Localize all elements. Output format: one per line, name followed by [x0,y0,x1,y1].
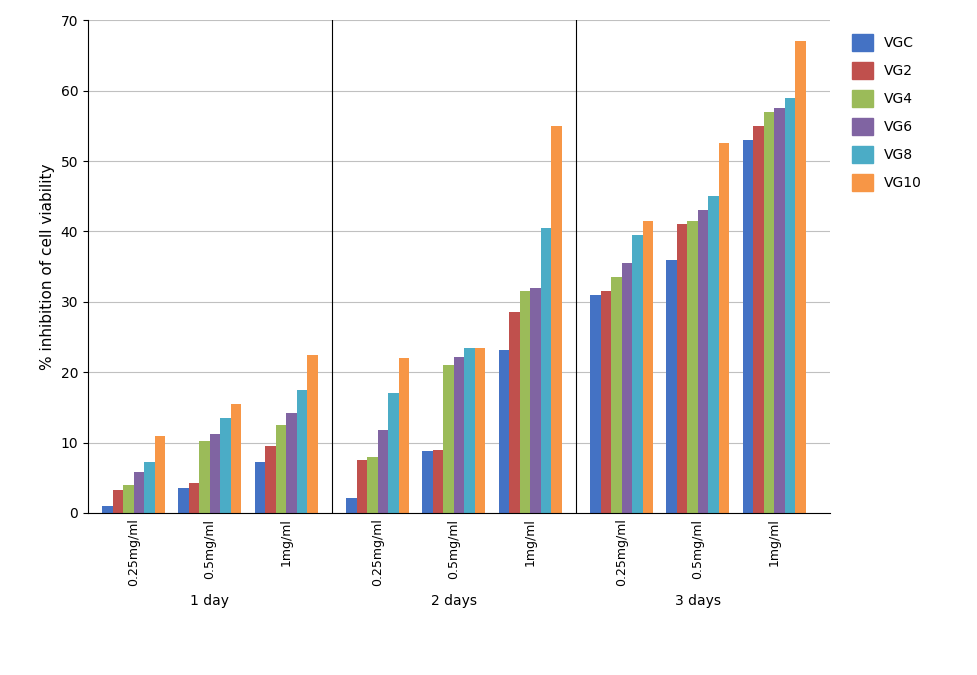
Bar [154,435,165,513]
Bar [422,451,433,513]
Bar [145,462,154,513]
Bar [265,446,276,513]
Bar [189,483,199,513]
Bar [612,277,622,513]
Bar [399,358,409,513]
Bar [590,295,601,513]
Bar [210,434,221,513]
Legend: VGC, VG2, VG4, VG6, VG8, VG10: VGC, VG2, VG4, VG6, VG8, VG10 [845,27,928,198]
Bar [540,228,551,513]
Bar [520,292,531,513]
Bar [231,404,241,513]
Y-axis label: % inhibition of cell viability: % inhibition of cell viability [40,163,55,370]
Bar [666,260,677,513]
Text: 3 days: 3 days [675,593,721,608]
Bar [498,350,509,513]
Bar [199,441,210,513]
Bar [622,263,632,513]
Bar [774,108,785,513]
Bar [307,354,318,513]
Bar [464,348,475,513]
Bar [601,292,612,513]
Bar [433,450,444,513]
Bar [123,485,134,513]
Bar [286,413,296,513]
Bar [551,126,562,513]
Bar [785,98,795,513]
Bar [743,140,753,513]
Bar [764,112,774,513]
Bar [296,390,307,513]
Bar [509,313,520,513]
Bar [444,365,454,513]
Bar [753,126,764,513]
Bar [688,221,698,513]
Text: 1 day: 1 day [191,593,230,608]
Bar [179,489,189,513]
Bar [531,288,540,513]
Bar [719,144,730,513]
Bar [276,425,286,513]
Bar [367,457,378,513]
Bar [643,221,654,513]
Bar [475,348,486,513]
Bar [255,462,265,513]
Bar [708,196,719,513]
Bar [221,418,231,513]
Bar [347,497,357,513]
Bar [388,394,399,513]
Bar [357,460,367,513]
Bar [378,430,388,513]
Bar [677,224,688,513]
Bar [103,506,113,513]
Bar [454,356,464,513]
Bar [113,491,123,513]
Bar [795,41,805,513]
Bar [134,472,145,513]
Text: 2 days: 2 days [431,593,477,608]
Bar [698,211,708,513]
Bar [632,235,643,513]
